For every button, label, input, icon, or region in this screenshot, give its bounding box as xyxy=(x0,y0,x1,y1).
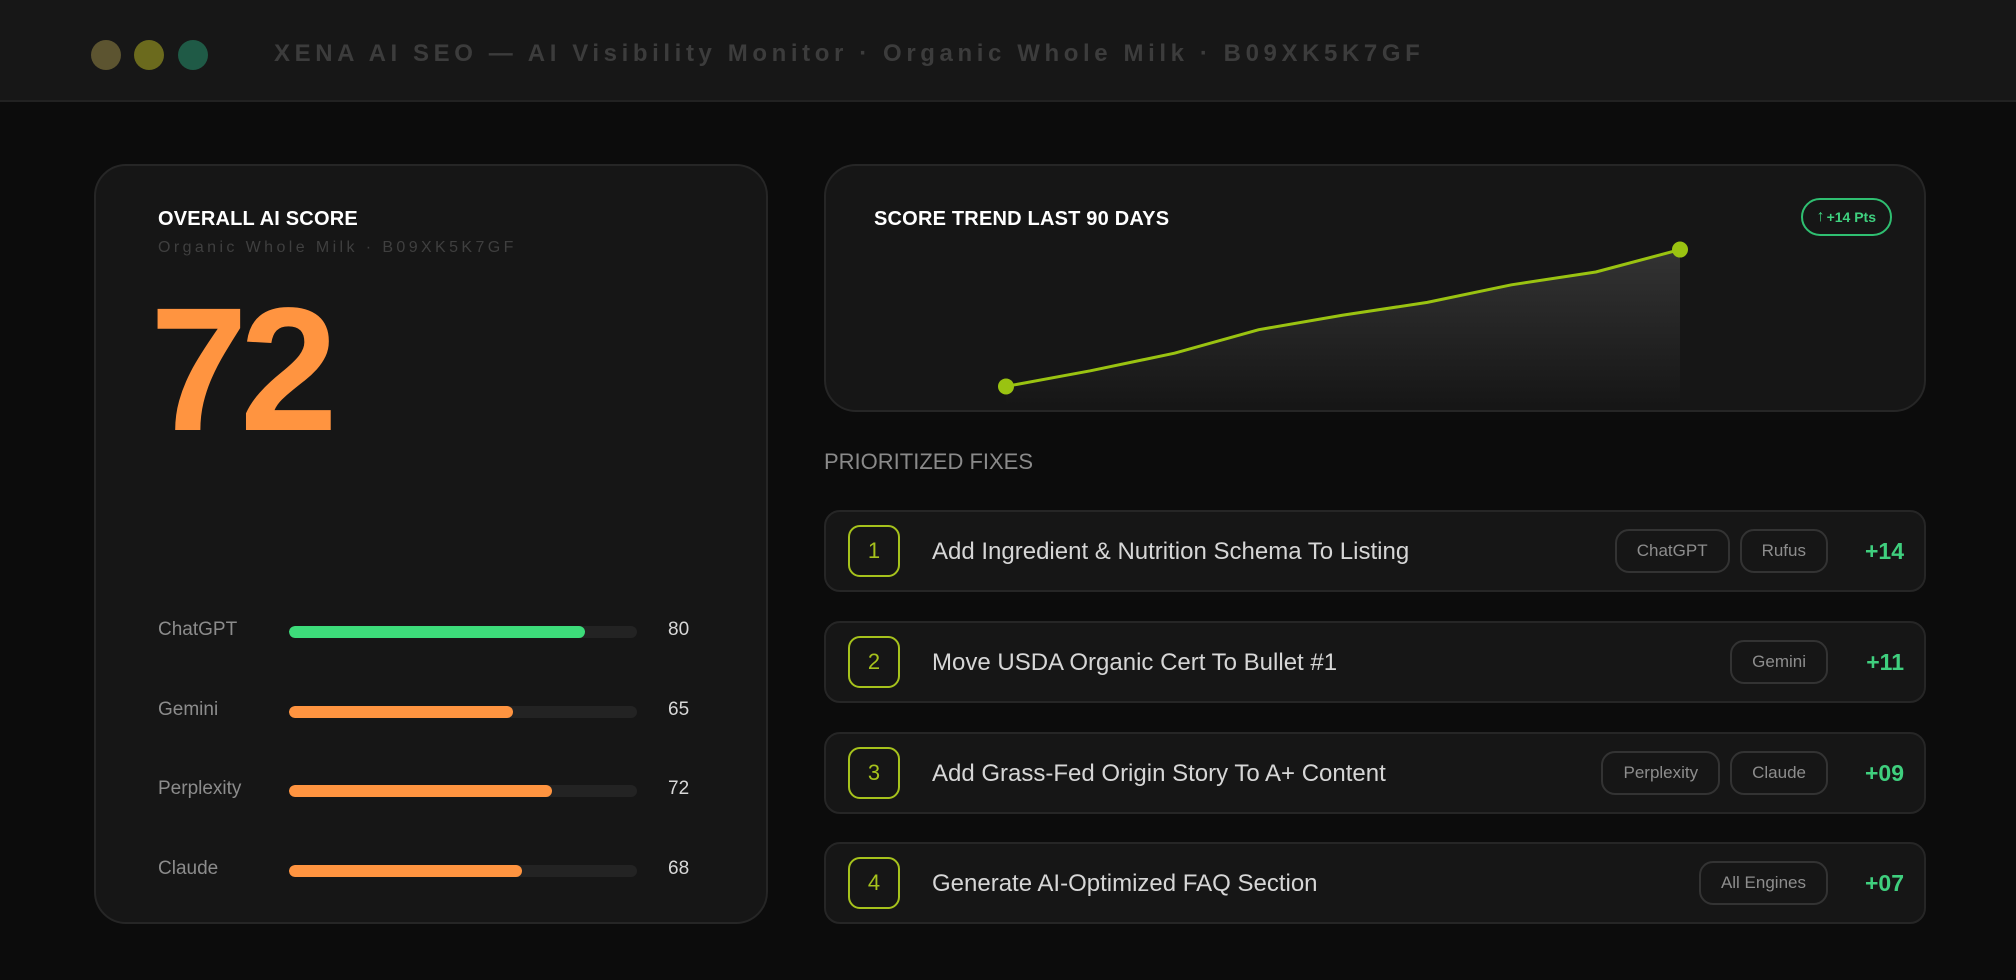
fix-title: Add Ingredient & Nutrition Schema To Lis… xyxy=(932,538,1410,565)
engine-score-bar-fill xyxy=(289,626,585,638)
overall-score-value: 72 xyxy=(150,272,338,468)
window-title: XENA AI SEO — AI Visibility Monitor · Or… xyxy=(274,40,1425,67)
engine-score-bar xyxy=(289,706,637,718)
fix-gain: +11 xyxy=(1866,648,1904,675)
engine-name: Claude xyxy=(158,858,219,879)
engine-score: 80 xyxy=(668,619,690,640)
engine-score-bar xyxy=(289,626,637,638)
engine-score: 72 xyxy=(668,778,690,799)
trend-area xyxy=(1006,249,1680,406)
engine-tag[interactable]: Claude xyxy=(1730,751,1828,795)
fix-title: Generate AI-Optimized FAQ Section xyxy=(932,870,1318,897)
engine-tag[interactable]: Perplexity xyxy=(1601,751,1721,795)
arrow-up-icon: ↑ xyxy=(1816,208,1825,225)
engine-tag[interactable]: Rufus xyxy=(1739,529,1828,573)
fix-item[interactable]: 4 Generate AI-Optimized FAQ Section All … xyxy=(824,842,1926,924)
trend-end-point[interactable] xyxy=(1672,241,1688,258)
close-window-button[interactable] xyxy=(91,40,121,70)
engine-score-bar-fill xyxy=(289,785,552,797)
engine-score-bar xyxy=(289,785,637,797)
fix-item[interactable]: 3 Add Grass-Fed Origin Story To A+ Conte… xyxy=(824,732,1926,814)
score-trend-chart xyxy=(998,241,1688,406)
score-change-value: +14 Pts xyxy=(1826,209,1876,225)
engine-row-chatgpt: ChatGPT 80 xyxy=(158,619,718,645)
engine-tag[interactable]: ChatGPT xyxy=(1614,529,1730,573)
fix-gain: +09 xyxy=(1864,759,1904,786)
score-change-badge: ↑ +14 Pts xyxy=(1800,198,1892,236)
engine-name: Perplexity xyxy=(158,778,242,799)
engine-row-perplexity: Perplexity 72 xyxy=(158,778,718,804)
engine-tag[interactable]: All Engines xyxy=(1698,861,1828,905)
title-bar: XENA AI SEO — AI Visibility Monitor · Or… xyxy=(0,0,2016,102)
maximize-window-button[interactable] xyxy=(178,40,208,70)
fix-title: Move USDA Organic Cert To Bullet #1 xyxy=(932,649,1338,676)
engine-row-claude: Claude 68 xyxy=(158,858,718,884)
engine-score: 68 xyxy=(668,858,690,879)
fix-gain: +14 xyxy=(1864,537,1904,564)
fix-rank: 4 xyxy=(848,857,900,909)
fix-rank: 2 xyxy=(848,636,900,688)
engine-score: 65 xyxy=(668,699,690,720)
prioritized-fixes-heading: PRIORITIZED FIXES xyxy=(824,449,1034,474)
engine-score-bar-fill xyxy=(289,706,514,718)
fix-item[interactable]: 1 Add Ingredient & Nutrition Schema To L… xyxy=(824,510,1926,592)
trend-line xyxy=(1005,248,1681,388)
engine-score-bar-fill xyxy=(289,865,523,877)
score-trend-card: SCORE TREND LAST 90 DAYS ↑ +14 Pts xyxy=(824,164,1926,412)
overall-score-title: OVERALL AI SCORE xyxy=(158,208,358,230)
engine-name: Gemini xyxy=(158,699,219,720)
engine-row-gemini: Gemini 65 xyxy=(158,699,718,725)
engine-tag[interactable]: Gemini xyxy=(1730,640,1828,684)
overall-score-card: OVERALL AI SCORE Organic Whole Milk · B0… xyxy=(94,164,768,924)
minimize-window-button[interactable] xyxy=(134,40,164,70)
fix-gain: +07 xyxy=(1864,869,1904,896)
fix-title: Add Grass-Fed Origin Story To A+ Content xyxy=(932,760,1386,787)
trend-start-point[interactable] xyxy=(998,378,1014,395)
engine-name: ChatGPT xyxy=(158,619,238,640)
engine-score-bar xyxy=(289,865,637,877)
fix-item[interactable]: 2 Move USDA Organic Cert To Bullet #1 Ge… xyxy=(824,621,1926,703)
fix-rank: 1 xyxy=(848,525,900,577)
score-trend-title: SCORE TREND LAST 90 DAYS xyxy=(874,208,1170,230)
product-subtitle: Organic Whole Milk · B09XK5K7GF xyxy=(158,239,517,256)
fix-rank: 3 xyxy=(848,747,900,799)
